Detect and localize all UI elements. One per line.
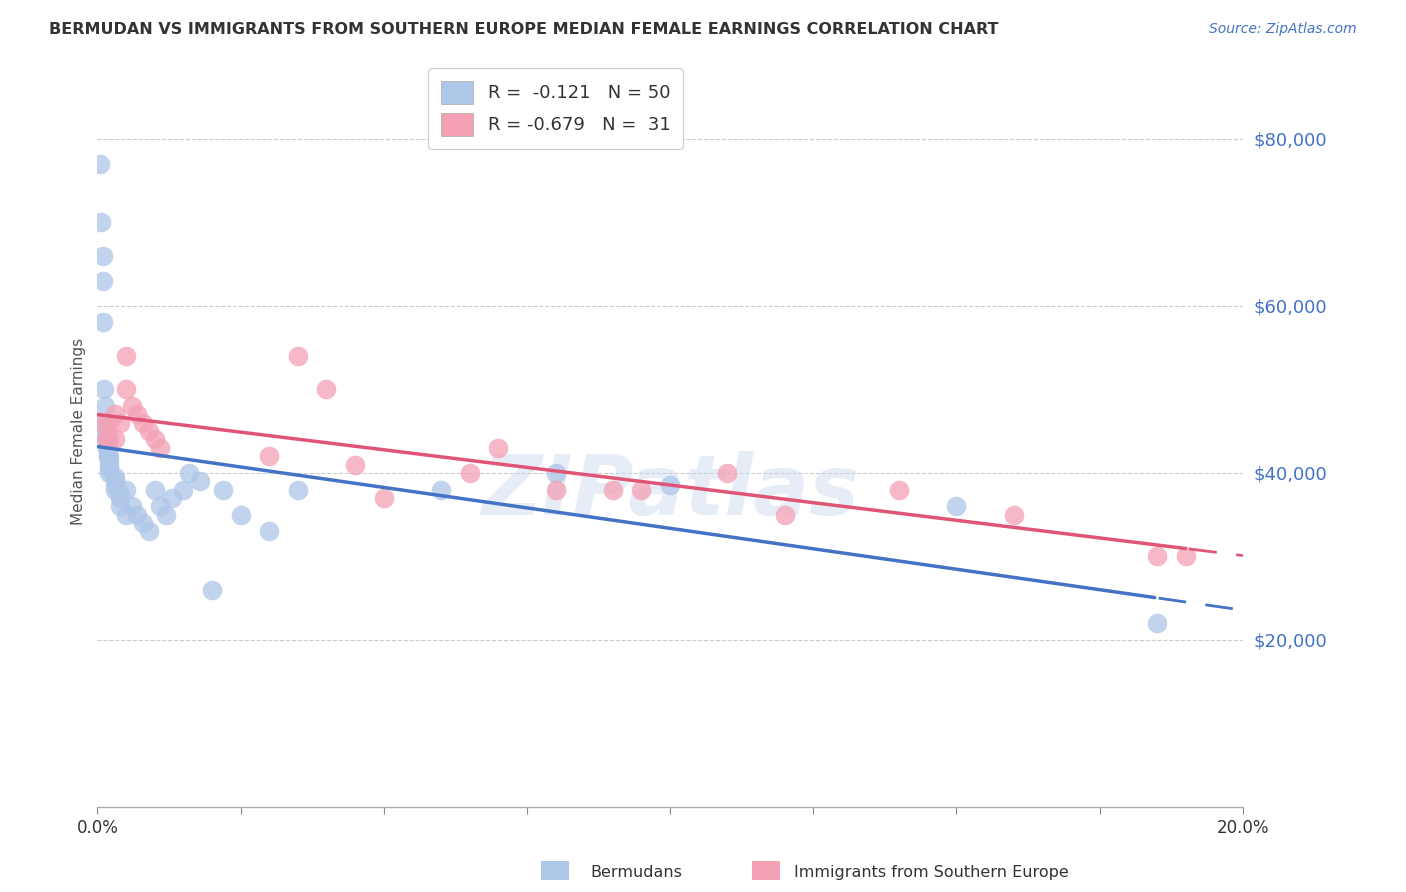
Point <box>132 516 155 530</box>
Point <box>143 433 166 447</box>
Point <box>94 399 117 413</box>
Point <box>889 483 911 497</box>
Point <box>127 408 149 422</box>
Point <box>155 508 177 522</box>
Point <box>257 524 280 539</box>
Point <box>659 478 682 492</box>
Point <box>630 483 652 497</box>
Point <box>373 491 395 505</box>
Point <box>212 483 235 497</box>
Point <box>91 316 114 330</box>
Text: Bermudans: Bermudans <box>591 865 682 880</box>
Point <box>94 433 117 447</box>
Point <box>115 382 138 396</box>
Point <box>160 491 183 505</box>
Legend: R =  -0.121   N = 50, R = -0.679   N =  31: R = -0.121 N = 50, R = -0.679 N = 31 <box>427 68 683 149</box>
Point <box>716 466 738 480</box>
Point <box>430 483 453 497</box>
Text: Source: ZipAtlas.com: Source: ZipAtlas.com <box>1209 22 1357 37</box>
Point <box>96 433 118 447</box>
Point <box>602 483 624 497</box>
Point <box>103 478 125 492</box>
Point <box>97 461 120 475</box>
Point <box>773 508 796 522</box>
Point <box>486 441 509 455</box>
Point <box>229 508 252 522</box>
Point <box>172 483 194 497</box>
Point <box>97 416 120 430</box>
Y-axis label: Median Female Earnings: Median Female Earnings <box>72 337 86 524</box>
Point <box>544 466 567 480</box>
Point <box>97 449 120 463</box>
Point <box>97 453 120 467</box>
Point <box>103 474 125 488</box>
Point <box>190 474 212 488</box>
Point <box>97 449 120 463</box>
Point <box>1174 549 1197 564</box>
Point <box>97 433 120 447</box>
Point <box>115 349 138 363</box>
Point <box>90 215 112 229</box>
Point <box>287 483 309 497</box>
Point <box>1146 616 1168 631</box>
Point <box>138 424 160 438</box>
Point <box>544 483 567 497</box>
Text: BERMUDAN VS IMMIGRANTS FROM SOUTHERN EUROPE MEDIAN FEMALE EARNINGS CORRELATION C: BERMUDAN VS IMMIGRANTS FROM SOUTHERN EUR… <box>49 22 998 37</box>
Point <box>287 349 309 363</box>
Text: Immigrants from Southern Europe: Immigrants from Southern Europe <box>794 865 1069 880</box>
Point <box>257 449 280 463</box>
Point <box>96 441 118 455</box>
Point <box>110 500 132 514</box>
Point <box>201 582 224 597</box>
Point <box>132 416 155 430</box>
Point <box>121 500 143 514</box>
Point <box>94 433 117 447</box>
Point <box>110 487 132 501</box>
Point <box>91 416 114 430</box>
Point <box>138 524 160 539</box>
Point <box>945 500 967 514</box>
Point <box>115 508 138 522</box>
Point <box>97 441 120 455</box>
Point <box>110 416 132 430</box>
Point <box>94 416 117 430</box>
Point <box>177 466 200 480</box>
Point <box>115 483 138 497</box>
Point <box>94 424 117 438</box>
Point <box>91 274 114 288</box>
Point <box>93 382 115 396</box>
Point <box>97 449 120 463</box>
Point <box>143 483 166 497</box>
Point <box>315 382 337 396</box>
Point <box>110 491 132 505</box>
Point <box>149 441 172 455</box>
Text: ZIPatlas: ZIPatlas <box>481 450 859 532</box>
Point <box>97 458 120 472</box>
Point <box>97 466 120 480</box>
Point <box>91 249 114 263</box>
Point <box>121 399 143 413</box>
Point <box>344 458 367 472</box>
Point <box>1002 508 1025 522</box>
Point <box>103 408 125 422</box>
Point <box>89 157 111 171</box>
Point <box>103 470 125 484</box>
Point <box>149 500 172 514</box>
Point <box>458 466 481 480</box>
Point <box>103 433 125 447</box>
Point <box>127 508 149 522</box>
Point <box>103 483 125 497</box>
Point <box>1146 549 1168 564</box>
